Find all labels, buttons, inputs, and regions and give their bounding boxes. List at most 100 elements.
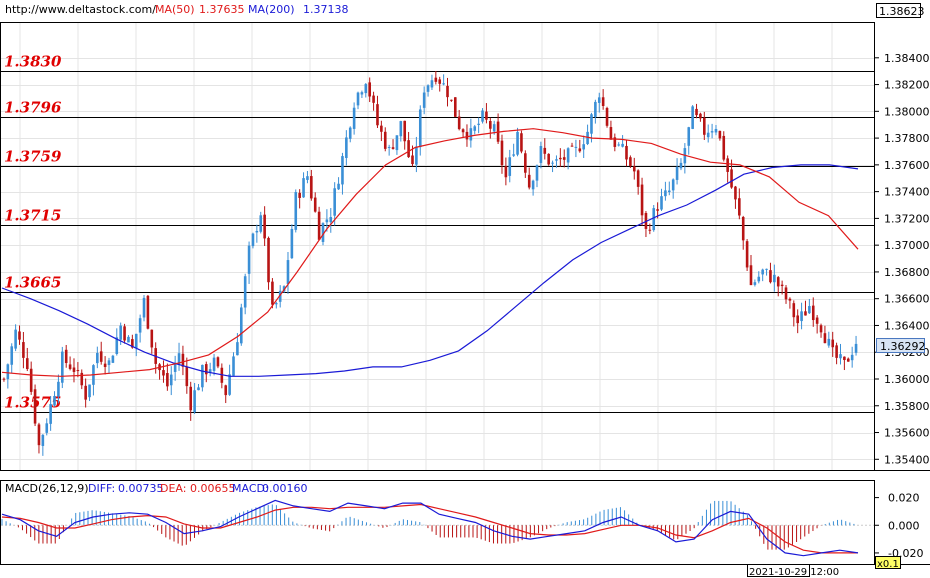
candle-body <box>212 357 216 371</box>
candle-body <box>255 230 259 233</box>
candle-body <box>10 346 14 365</box>
candle-body <box>150 329 154 348</box>
candle-body <box>317 211 321 240</box>
candle-body <box>313 197 317 212</box>
candle-body <box>800 311 803 322</box>
candle-body <box>177 353 181 365</box>
candle-body <box>232 356 235 376</box>
candle-body <box>45 423 49 433</box>
price-tick-label: 1.37400 <box>884 186 930 199</box>
time-label-box <box>747 564 810 577</box>
candle-body <box>714 128 718 133</box>
candle-body <box>391 147 395 149</box>
candle-body <box>376 104 379 126</box>
candle-body <box>761 269 764 275</box>
candle-body <box>107 360 111 366</box>
candle-body <box>197 387 200 391</box>
candle-body <box>434 77 438 82</box>
candle-body <box>193 390 196 413</box>
candle-body <box>703 117 706 135</box>
candle-body <box>784 287 788 300</box>
scale-badge <box>875 556 901 569</box>
price-tick-label: 1.36400 <box>884 319 930 332</box>
candle-body <box>228 374 231 395</box>
candle-body <box>489 121 492 129</box>
candle-body <box>570 145 574 147</box>
candle-body <box>263 214 266 239</box>
candle-body <box>699 113 702 119</box>
candle-body <box>80 372 84 386</box>
candle-body <box>660 196 663 210</box>
macd-diff-value: 0.00735 <box>118 482 164 495</box>
candle-body <box>469 128 473 141</box>
level-label: 1.3715 <box>4 207 61 225</box>
candle-body <box>356 92 360 106</box>
candle-body <box>578 148 582 152</box>
candle-body <box>815 317 819 324</box>
candle-body <box>671 179 675 191</box>
level-label: 1.3759 <box>4 148 62 166</box>
candle-body <box>72 367 76 372</box>
ma50-line <box>1 128 859 377</box>
candle-body <box>162 370 165 376</box>
candle-body <box>788 298 792 301</box>
candle-body <box>426 85 430 92</box>
candle-body <box>37 424 41 446</box>
price-tick-label: 1.35600 <box>884 427 930 440</box>
candle-body <box>586 131 589 145</box>
price-tick-label: 1.37000 <box>884 239 930 252</box>
top-price-box <box>876 3 921 18</box>
candle-body <box>500 140 504 166</box>
candle-body <box>442 83 445 85</box>
candle-body <box>61 351 64 383</box>
candle-body <box>679 162 683 169</box>
candle-body <box>551 162 554 164</box>
candle-body <box>399 121 403 137</box>
candle-body <box>757 276 761 282</box>
candle-body <box>88 384 91 398</box>
candle-body <box>473 126 477 131</box>
candle-body <box>446 85 449 98</box>
candle-body <box>53 395 56 406</box>
candle-body <box>368 82 371 97</box>
candle-body <box>127 336 130 343</box>
candle-body <box>710 131 714 133</box>
candle-body <box>652 208 656 231</box>
candle-body <box>854 343 858 353</box>
candle-body <box>687 127 691 146</box>
candle-body <box>6 364 10 380</box>
current-price-box <box>876 338 925 353</box>
macd-dea-line <box>1 503 858 554</box>
candle-body <box>111 355 115 363</box>
candle-body <box>14 329 17 349</box>
candle-body <box>325 219 329 223</box>
candle-body <box>621 143 624 147</box>
candle-body <box>123 326 126 341</box>
candle-body <box>142 297 146 318</box>
candle-body <box>422 92 426 108</box>
candle-body <box>675 166 679 180</box>
candle-body <box>718 130 722 139</box>
ma200-value: 1.37138 <box>303 3 349 16</box>
candle-body <box>562 157 566 160</box>
candle-body <box>185 367 189 387</box>
candle-body <box>477 123 480 125</box>
candle-body <box>590 114 593 134</box>
candle-body <box>64 349 68 364</box>
candle-body <box>706 132 710 138</box>
level-label: 1.3796 <box>4 99 62 117</box>
candle-body <box>247 245 251 274</box>
candle-body <box>189 386 193 411</box>
candle-body <box>41 434 45 446</box>
candle-body <box>134 333 138 349</box>
ma200-line <box>1 164 859 377</box>
candle-body <box>430 80 434 88</box>
macd-tick-label: 0.020 <box>888 492 920 505</box>
ma200-label: MA(200) <box>248 3 295 16</box>
candle-body <box>166 372 169 387</box>
candle-body <box>738 198 741 216</box>
candle-body <box>259 215 263 232</box>
candle-body <box>808 306 811 314</box>
price-tick-label: 1.37600 <box>884 159 930 172</box>
horizontal-levels: 1.3830 1.3796 1.3759 1.3715 1.3665 1.3575 <box>1 53 874 413</box>
